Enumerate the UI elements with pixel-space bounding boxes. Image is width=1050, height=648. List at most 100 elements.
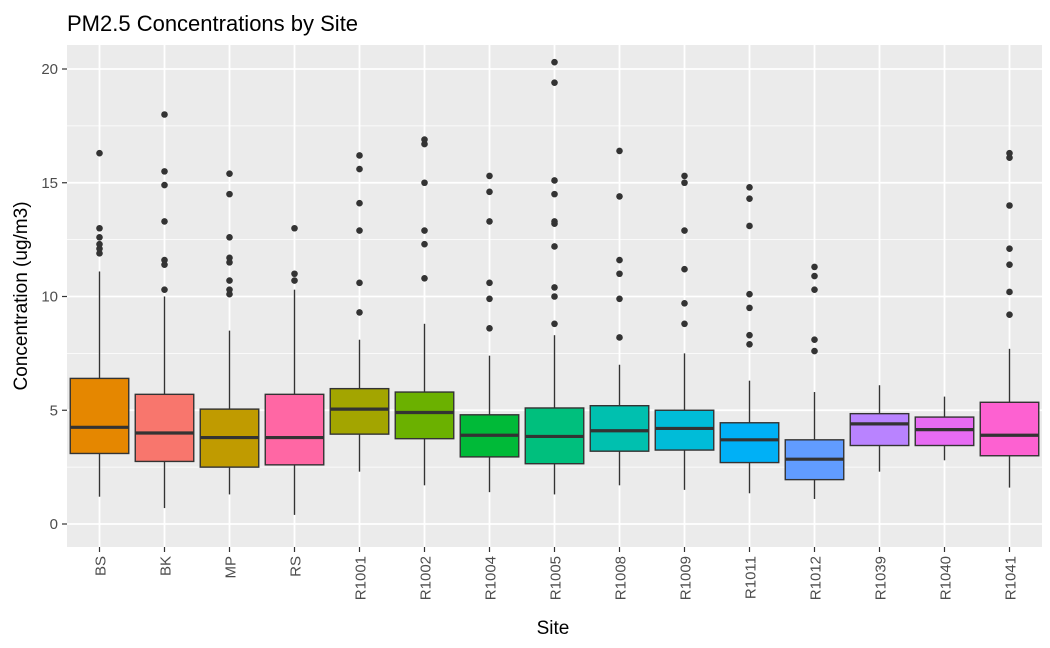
box-bk <box>134 111 195 509</box>
outlier-point <box>811 272 818 280</box>
outlier-point <box>746 195 753 202</box>
outlier-point <box>746 331 753 339</box>
outlier-point <box>356 152 363 159</box>
x-tick-label: BS <box>93 556 110 576</box>
outlier-point <box>486 325 493 332</box>
outlier-point <box>681 300 688 307</box>
outlier-point <box>421 227 428 234</box>
box-iqr <box>719 422 780 464</box>
box-iqr <box>69 377 130 455</box>
outlier-point <box>356 165 363 173</box>
y-tick-label: 10 <box>41 289 58 306</box>
outlier-point <box>226 277 233 284</box>
box-iqr <box>589 405 650 452</box>
x-axis-title: Site <box>537 618 570 639</box>
box-iqr <box>979 401 1040 457</box>
y-tick-label: 15 <box>41 175 58 192</box>
outlier-point <box>746 222 753 230</box>
outlier-point <box>551 293 558 300</box>
x-axis: BS BK MP RS R1001 R1002 R1004 R1005 R1008 R1009 R1… <box>93 547 1020 600</box>
outlier-point <box>96 234 103 241</box>
box-iqr <box>914 416 975 447</box>
box-iqr <box>654 409 715 451</box>
y-tick-label: 5 <box>50 402 58 419</box>
outlier-point <box>551 190 558 198</box>
outlier-point <box>161 218 168 225</box>
x-tick-label: RS <box>288 556 305 577</box>
outlier-point <box>226 286 233 293</box>
x-tick-label: R1039 <box>873 556 890 600</box>
x-tick-label: R1001 <box>353 556 370 600</box>
outlier-point <box>746 304 753 312</box>
box-r1041 <box>979 149 1040 488</box>
outlier-point <box>811 336 818 344</box>
box-r1040 <box>914 396 975 461</box>
outlier-point <box>161 256 168 264</box>
outlier-point <box>356 279 363 287</box>
outlier-point <box>681 265 688 273</box>
chart-title: PM2.5 Concentrations by Site <box>67 11 358 36</box>
outlier-point <box>1006 202 1013 209</box>
outlier-point <box>356 199 363 207</box>
outlier-point <box>1006 154 1013 162</box>
outlier-point <box>811 286 818 293</box>
x-tick-label: R1040 <box>938 556 955 600</box>
outlier-point <box>291 224 298 232</box>
outlier-point <box>746 290 753 298</box>
outlier-point <box>551 284 558 291</box>
outlier-point <box>1006 149 1013 157</box>
outlier-point <box>551 58 558 66</box>
box-r1001 <box>329 152 390 472</box>
x-tick-label: R1002 <box>418 556 435 600</box>
outlier-point <box>616 270 623 278</box>
outlier-point <box>226 254 233 262</box>
outlier-point <box>486 279 493 287</box>
box-r1002 <box>394 136 455 486</box>
outlier-point <box>161 168 168 175</box>
box-rs <box>264 224 325 515</box>
outlier-point <box>96 245 103 253</box>
outlier-point <box>226 234 233 241</box>
outlier-point <box>421 275 428 282</box>
y-tick-label: 0 <box>50 516 58 533</box>
outlier-point <box>746 184 753 191</box>
box-iqr <box>329 387 390 435</box>
outlier-point <box>681 320 688 328</box>
outlier-point <box>96 149 103 157</box>
x-tick-label: R1004 <box>483 556 500 600</box>
outlier-point <box>746 340 753 348</box>
boxes <box>69 58 1040 515</box>
outlier-point <box>226 190 233 198</box>
x-tick-label: R1008 <box>613 556 630 600</box>
outlier-point <box>1006 288 1013 296</box>
box-bs <box>69 149 130 497</box>
outlier-point <box>226 170 233 177</box>
outlier-point <box>291 270 298 278</box>
outlier-point <box>1006 311 1013 319</box>
box-r1008 <box>589 147 650 486</box>
outlier-point <box>421 140 428 148</box>
outlier-point <box>96 240 103 248</box>
outlier-point <box>421 240 428 248</box>
outlier-point <box>616 295 623 303</box>
x-tick-label: MP <box>223 556 240 579</box>
x-tick-label: R1005 <box>548 556 565 600</box>
outlier-point <box>161 111 168 118</box>
outlier-point <box>161 286 168 293</box>
y-axis: 0 5 10 15 20 <box>41 61 67 533</box>
outlier-point <box>551 79 558 86</box>
box-iqr <box>849 412 910 447</box>
outlier-point <box>421 136 428 143</box>
outlier-point <box>486 218 493 225</box>
x-tick-label: R1009 <box>678 556 695 600</box>
outlier-point <box>226 290 233 298</box>
outlier-point <box>616 147 623 155</box>
outlier-point <box>486 295 493 303</box>
outlier-point <box>551 218 558 225</box>
y-axis-title: Concentration (ug/m3) <box>11 201 32 390</box>
outlier-point <box>551 177 558 184</box>
outlier-point <box>681 227 688 234</box>
outlier-point <box>551 243 558 250</box>
outlier-point <box>1006 245 1013 253</box>
